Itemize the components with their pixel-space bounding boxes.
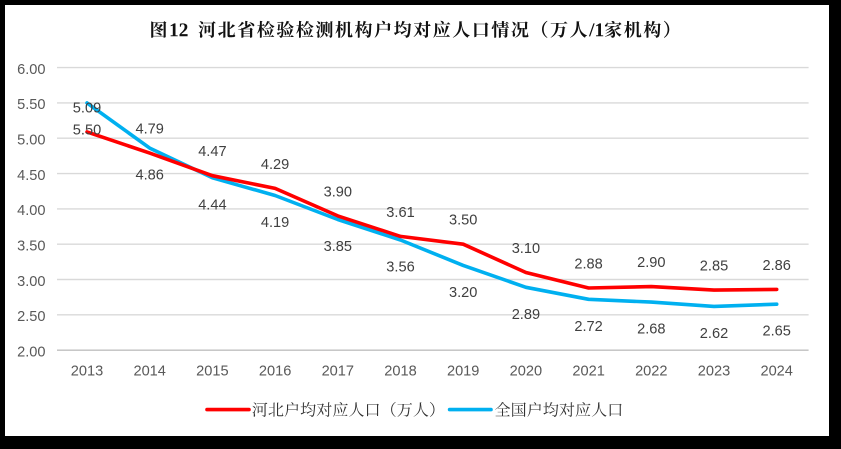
svg-text:2013: 2013 — [71, 364, 103, 380]
svg-text:3.20: 3.20 — [449, 285, 477, 301]
svg-text:3.10: 3.10 — [512, 241, 540, 257]
svg-text:2022: 2022 — [635, 364, 667, 380]
svg-text:2020: 2020 — [510, 364, 542, 380]
svg-text:3.00: 3.00 — [17, 274, 45, 290]
svg-text:5.00: 5.00 — [17, 133, 45, 149]
svg-text:2015: 2015 — [196, 364, 228, 380]
svg-text:2.00: 2.00 — [17, 345, 45, 361]
svg-text:4.29: 4.29 — [261, 157, 289, 173]
svg-text:3.90: 3.90 — [324, 184, 352, 200]
svg-text:2021: 2021 — [572, 364, 604, 380]
svg-text:2.72: 2.72 — [574, 319, 602, 335]
svg-text:2.65: 2.65 — [762, 324, 790, 340]
svg-text:2.85: 2.85 — [700, 259, 728, 275]
svg-text:2014: 2014 — [133, 364, 165, 380]
svg-text:4.47: 4.47 — [198, 144, 226, 160]
svg-text:2.62: 2.62 — [700, 326, 728, 342]
svg-text:2024: 2024 — [760, 364, 792, 380]
svg-text:3.50: 3.50 — [449, 213, 477, 229]
svg-text:2.88: 2.88 — [574, 257, 602, 273]
svg-text:2.89: 2.89 — [512, 307, 540, 323]
svg-text:3.50: 3.50 — [17, 239, 45, 255]
svg-text:2018: 2018 — [384, 364, 416, 380]
svg-text:5.50: 5.50 — [73, 122, 101, 138]
svg-text:2.90: 2.90 — [637, 255, 665, 271]
svg-text:2.50: 2.50 — [17, 309, 45, 325]
svg-text:3.56: 3.56 — [386, 260, 414, 276]
svg-text:4.86: 4.86 — [135, 168, 163, 184]
svg-text:2.68: 2.68 — [637, 322, 665, 338]
svg-text:2017: 2017 — [322, 364, 354, 380]
svg-text:4.50: 4.50 — [17, 168, 45, 184]
svg-text:2023: 2023 — [698, 364, 730, 380]
svg-text:5.09: 5.09 — [73, 100, 101, 116]
svg-text:2019: 2019 — [447, 364, 479, 380]
svg-text:4.44: 4.44 — [198, 197, 226, 213]
svg-text:3.85: 3.85 — [324, 239, 352, 255]
svg-text:3.61: 3.61 — [386, 205, 414, 221]
svg-text:5.50: 5.50 — [17, 97, 45, 113]
svg-text:4.19: 4.19 — [261, 215, 289, 231]
svg-text:4.79: 4.79 — [135, 122, 163, 138]
svg-text:4.00: 4.00 — [17, 203, 45, 219]
svg-text:6.00: 6.00 — [17, 62, 45, 78]
svg-text:2016: 2016 — [259, 364, 291, 380]
svg-text:2.86: 2.86 — [762, 258, 790, 274]
